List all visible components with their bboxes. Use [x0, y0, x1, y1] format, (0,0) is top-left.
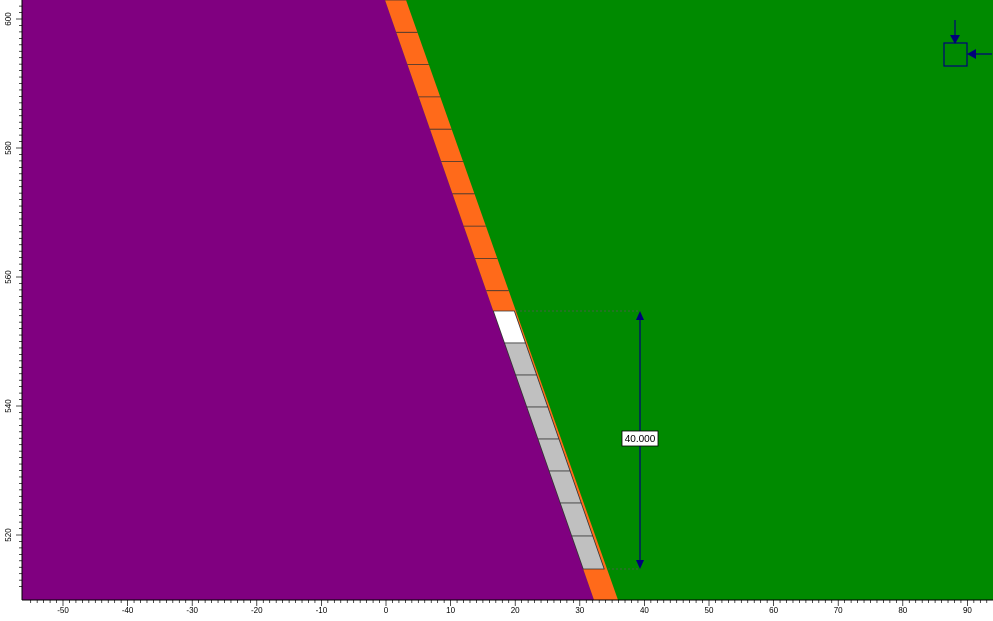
region-left-material[interactable]: [22, 0, 594, 600]
liner-segments: [385, 0, 605, 570]
y-axis: 600 580 560 540 520: [4, 0, 23, 600]
dimension-arrow-top-icon: [636, 311, 644, 320]
x-tick-label: -30: [186, 606, 198, 615]
dimension-label: 40.000: [625, 434, 656, 445]
x-tick-label: -50: [57, 606, 69, 615]
x-tick-label: 50: [705, 606, 714, 615]
x-tick-label: 0: [384, 606, 389, 615]
x-tick-label: -40: [122, 606, 134, 615]
y-tick-label: 540: [4, 399, 13, 413]
dimension-label-box: [621, 430, 659, 447]
fixity-horizontal-arrow-icon: [967, 49, 976, 59]
dimension-arrow-bottom-icon: [636, 560, 644, 569]
y-tick-label: 580: [4, 141, 13, 155]
dimension-annotation: 40.000: [516, 310, 659, 570]
liner-segment-grey[interactable]: [571, 535, 605, 570]
fixity-vertical-arrow-icon: [950, 35, 960, 44]
x-axis: -50 -40 -30 -20 -10 0 10 20 30 40 50 60 70 80 90: [22, 599, 993, 615]
x-tick-label: 40: [640, 606, 649, 615]
x-tick-label: -10: [316, 606, 328, 615]
x-tick-label: 70: [834, 606, 843, 615]
x-tick-label: 60: [769, 606, 778, 615]
x-tick-label: 80: [898, 606, 907, 615]
x-tick-label: 10: [446, 606, 455, 615]
y-tick-label: 520: [4, 528, 13, 542]
x-tick-label: 90: [963, 606, 972, 615]
x-tick-label: -20: [251, 606, 263, 615]
y-tick-label: 560: [4, 270, 13, 284]
x-tick-label: 30: [575, 606, 584, 615]
x-tick-label: 20: [511, 606, 520, 615]
y-tick-label: 600: [4, 12, 13, 26]
fixity-support-icon[interactable]: [943, 20, 992, 67]
